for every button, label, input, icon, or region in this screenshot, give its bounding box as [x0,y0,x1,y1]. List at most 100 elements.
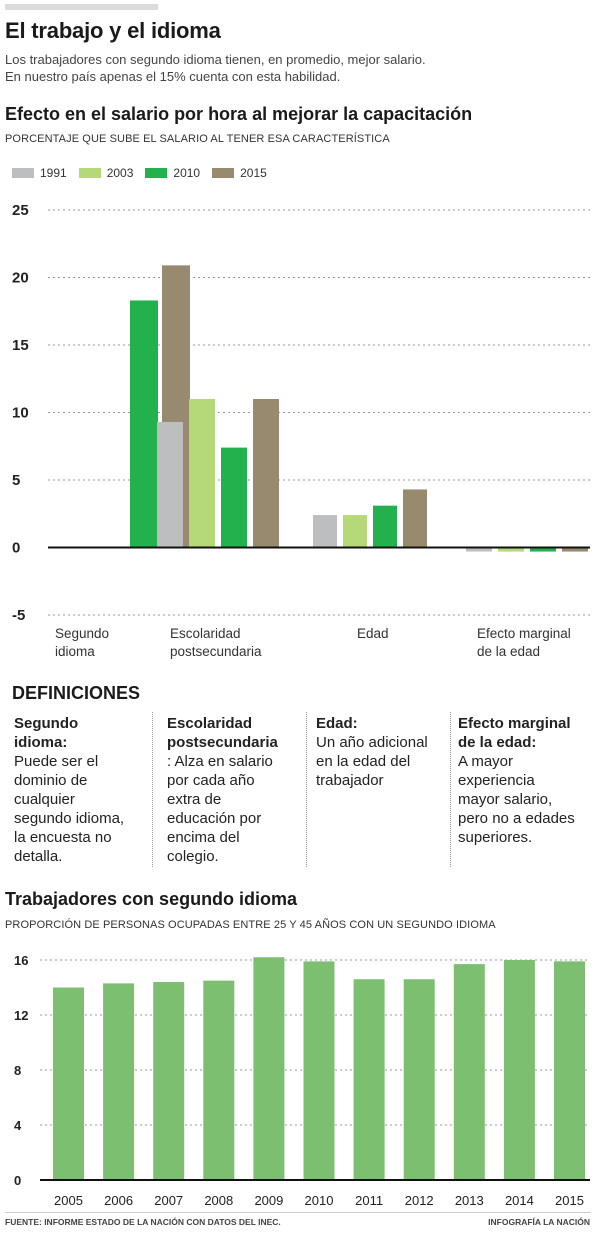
definition-term: Segundo [14,715,79,732]
definition-text: Puede ser el [14,753,99,770]
definition-text: Un año adicional [316,734,428,751]
page-title: El trabajo y el idioma [5,18,221,43]
definition-text: educación por [167,810,262,827]
category-label: Escolaridad [170,626,241,641]
definition-term: Escolaridad [167,715,253,732]
salary-effect-chart: 25 20 15 10 5 0 -5 Segundo idioma Escolaridad post… [12,202,590,659]
definition-term: postsecundaria [167,734,278,751]
bar-2010 [303,961,335,1180]
definition-separator [450,712,451,867]
definition-separator [306,712,307,867]
intro-line-2: En nuestro país apenas el 15% cuenta con… [5,69,341,84]
bar-2003 [189,399,215,548]
y-tick-label: 10 [12,405,29,422]
footer-source: FUENTE: INFORME ESTADO DE LA NACIÓN CON … [5,1217,281,1227]
bar-2007 [153,982,185,1180]
definition-separator [152,712,153,867]
chart1-subtitle: PORCENTAJE QUE SUBE EL SALARIO AL TENER … [5,133,390,145]
top-accent-bar [5,4,158,10]
legend-swatch [212,168,235,178]
footer-divider [5,1212,591,1213]
bar-1991 [466,547,492,552]
bar-2014 [503,960,535,1180]
x-tick-label: 2012 [405,1193,434,1208]
x-tick-label: 2009 [254,1193,283,1208]
definition-term: idioma: [14,734,68,751]
definition-column: Efecto marginal de la edad: A mayor experie… [458,714,575,847]
y-tick-label: 16 [14,953,28,968]
definition-text: A mayor [458,753,514,770]
definition-text: dominio de [14,772,88,789]
y-tick-label: 0 [14,1173,21,1188]
definition-text: cualquier [14,791,75,808]
category-label: idioma [55,644,95,659]
bar-2013 [453,964,485,1180]
legend-label: 2010 [173,166,201,180]
legend-item-2015: 2015 [212,166,267,180]
bar-1991 [157,421,183,548]
definition-text: segundo idioma, [14,810,125,827]
bar-2015 [554,961,585,1180]
chart1-title: Efecto en el salario por hora al mejorar… [5,104,473,124]
bar-2015 [403,489,427,548]
chart1-legend: 1991 2003 2010 2015 [12,166,279,180]
x-tick-label: 2015 [555,1193,584,1208]
second-language-workers-chart: 16 12 8 4 0 2005 2006 2007 2008 2009 2010 2011 2012 2… [14,953,590,1208]
y-tick-label: 15 [12,337,29,354]
definitions-title: DEFINICIONES [12,683,141,703]
bar-2015 [253,399,279,548]
definition-text: mayor salario, [458,791,553,808]
bar-2003 [343,515,367,548]
legend-swatch [12,168,34,178]
category-label: Segundo [55,626,109,641]
y-tick-label: 0 [12,540,20,557]
definition-text: : Alza en salario [167,753,273,770]
definition-column: Segundo idioma: Puede ser el dominio de cual… [14,714,124,866]
definition-text: por cada año [167,772,255,789]
legend-label: 2003 [106,166,134,180]
bar-2012 [403,979,435,1180]
y-tick-label: 4 [14,1118,22,1133]
category-label: Efecto marginal [477,626,571,641]
definition-term: Efecto marginal [458,715,571,732]
bar-1991 [313,515,337,548]
definition-text: experiencia [458,772,535,789]
definition-text: trabajador [316,772,384,789]
bar-2010 [130,300,158,548]
legend-label: 2015 [240,166,267,180]
definition-text: en la edad del [316,753,411,770]
legend-label: 1991 [40,166,67,180]
bar-2009 [253,957,285,1180]
y-tick-label: 25 [12,202,29,219]
intro-line-1: Los trabajadores con segundo idioma tien… [5,52,426,67]
x-tick-label: 2011 [355,1193,383,1208]
y-tick-label: 5 [12,472,20,489]
bar-2008 [203,980,235,1180]
bar-2010 [530,547,556,552]
definition-text: pero no a edades [458,810,575,827]
y-tick-label: 8 [14,1063,21,1078]
x-tick-label: 2013 [455,1193,484,1208]
bar-2010 [373,505,397,548]
legend-item-1991: 1991 [12,166,67,180]
bar-2011 [353,979,385,1180]
bar-2006 [103,983,135,1180]
legend-item-2010: 2010 [145,166,200,180]
definition-column: Edad: Un año adicional en la edad del traba… [316,714,428,790]
category-label: Edad [357,626,389,641]
bar-2005 [53,987,84,1180]
definition-text: colegio. [167,848,219,865]
category-label: de la edad [477,644,540,659]
x-tick-label: 2014 [505,1193,534,1208]
y-tick-label: 12 [14,1008,28,1023]
x-tick-label: 2006 [104,1193,133,1208]
x-tick-label: 2007 [154,1193,183,1208]
definition-text: extra de [167,791,222,808]
definition-text: encima del [167,829,240,846]
legend-swatch [78,168,101,178]
x-tick-label: 2010 [305,1193,334,1208]
x-tick-label: 2008 [204,1193,233,1208]
bar-2015 [562,547,588,552]
y-tick-label: 20 [12,270,29,287]
definition-term: de la edad: [458,734,537,751]
